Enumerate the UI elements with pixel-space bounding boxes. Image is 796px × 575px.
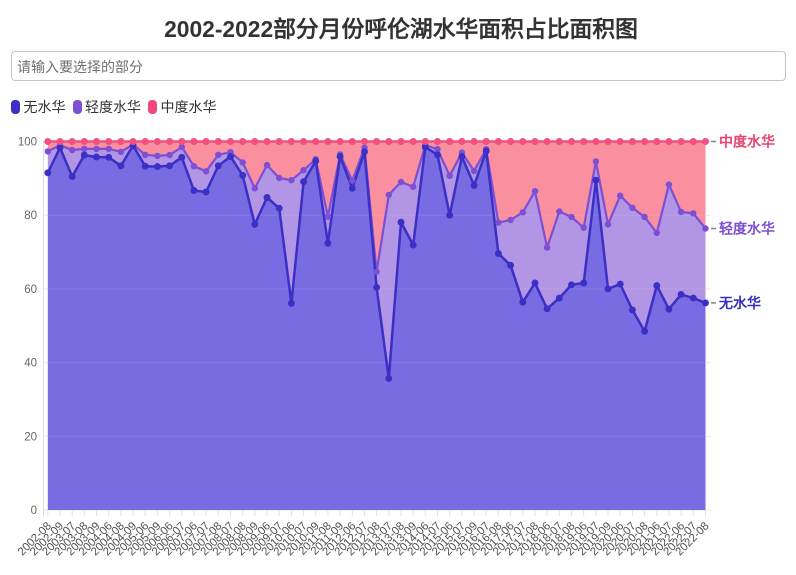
svg-text:中度水华: 中度水华 xyxy=(719,134,775,150)
svg-text:0: 0 xyxy=(31,505,37,517)
svg-text:轻度水华: 轻度水华 xyxy=(719,221,775,237)
svg-text:80: 80 xyxy=(24,210,37,222)
svg-text:40: 40 xyxy=(24,358,37,370)
svg-text:60: 60 xyxy=(24,284,37,296)
svg-text:20: 20 xyxy=(24,431,37,443)
svg-text:100: 100 xyxy=(18,137,37,149)
svg-text:无水华: 无水华 xyxy=(718,295,761,311)
